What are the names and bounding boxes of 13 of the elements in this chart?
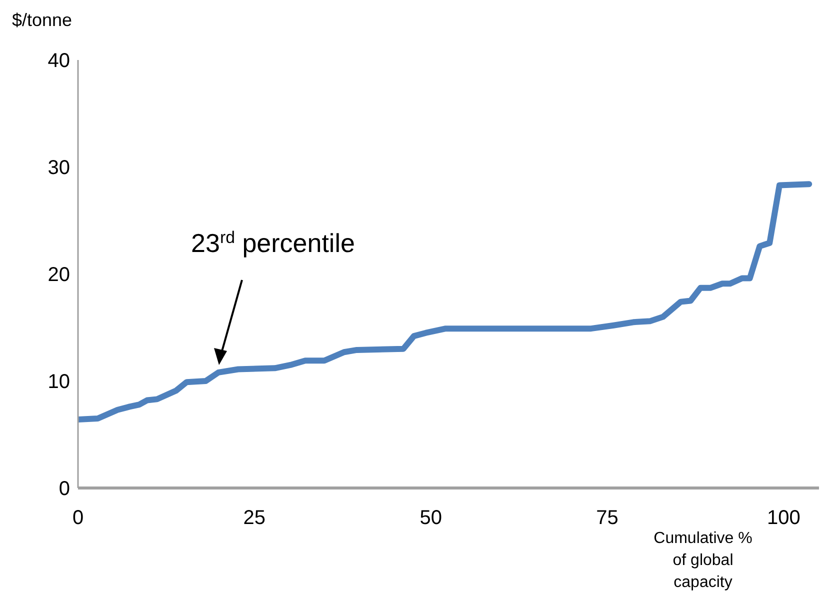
- x-axis-title: Cumulative % of global capacity: [652, 529, 754, 593]
- y-axis-title: $/tonne: [12, 10, 72, 31]
- y-tick-label: 40: [48, 50, 70, 72]
- y-tick-label: 20: [48, 264, 70, 286]
- y-tick-label: 30: [48, 157, 70, 180]
- x-tick-label: 50: [420, 507, 442, 530]
- annotation: 23$^{rd}$ percentile: [191, 228, 355, 258]
- x-tick-label: 25: [243, 507, 266, 530]
- x-tick-label: 75: [596, 507, 618, 530]
- x-tick-label: 0: [72, 507, 84, 530]
- y-tick-label: 0: [58, 478, 70, 500]
- y-tick-label: 10: [48, 371, 70, 394]
- x-tick-label: 100: [767, 507, 800, 530]
